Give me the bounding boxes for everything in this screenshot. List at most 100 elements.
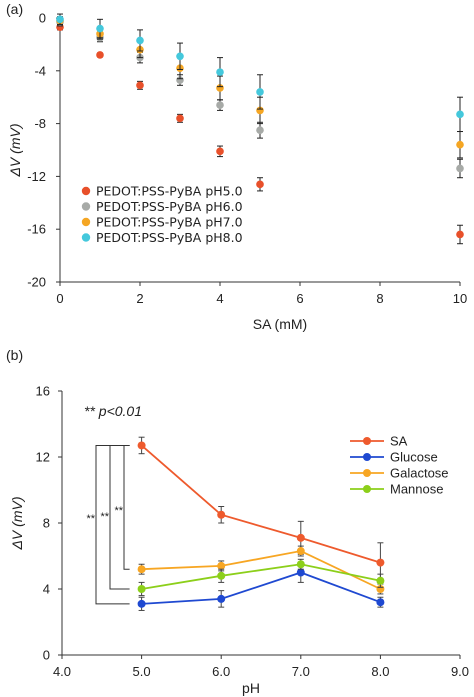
data-point [96,24,104,33]
data-point [176,76,184,84]
data-point [296,568,305,577]
legend-entry: Glucose [390,450,438,465]
series-glucose [137,562,385,611]
significance-brackets: ** ** ** [86,444,130,605]
data-point [137,441,146,450]
y-tick-label: 4 [43,582,50,597]
data-point [216,84,224,92]
data-point [216,68,224,76]
data-point [136,81,144,90]
data-point [456,110,464,119]
y-tick-label: -20 [27,275,46,290]
data-point [56,23,64,32]
legend-marker [81,202,91,211]
legend-entry: Mannose [390,482,443,497]
panel-label: (b) [6,347,23,363]
legend-marker [363,485,371,493]
x-tick-label: 6 [296,291,303,306]
data-point [256,88,264,96]
data-point [256,126,264,134]
y-tick-label: -16 [27,222,46,237]
data-point [176,52,184,61]
data-point [456,140,464,149]
significance-bracket [95,444,130,605]
significance-bracket [123,444,130,570]
data-point [176,114,184,123]
legend-entry: Galactose [390,466,449,481]
x-axis-title: pH [242,680,260,696]
data-point [217,510,226,519]
legend-entry: PEDOT:PSS-PyBA pH5.0 [96,184,243,199]
legend-entry: SA [390,434,408,449]
significance-mark: ** [100,511,109,523]
x-axis-title: SA (mM) [253,316,307,332]
y-axis-title: ΔV (mV) [7,124,23,178]
y-tick-label: -8 [34,116,46,131]
data-point [137,565,146,574]
series-pedot-pss-pyba-ph8-0 [56,13,464,133]
data-point [137,599,146,608]
data-point [96,51,104,59]
data-point [136,36,144,45]
panel-label: (a) [6,1,23,17]
data-point [216,101,224,109]
legend-marker [363,469,371,477]
significance-mark: ** [86,513,95,525]
significance-annotation: ** p<0.01 [84,403,142,419]
legend-entry: PEDOT:PSS-PyBA pH6.0 [96,199,243,214]
series-mannose [137,558,385,597]
data-point [217,594,226,603]
data-point [216,147,224,156]
y-axis-title: ΔV (mV) [9,497,25,551]
data-point [376,576,385,585]
data-point [137,585,146,593]
data-point [296,547,305,556]
y-tick-label: 16 [36,384,50,399]
y-tick-label: 8 [43,516,50,531]
series-line [141,444,381,564]
x-tick-label: 4 [216,291,223,306]
y-tick-label: -12 [27,169,46,184]
series-pedot-pss-pyba-ph5-0 [56,23,464,245]
significance-bracket [109,444,130,590]
x-tick-label: 0 [56,291,63,306]
y-tick-label: 0 [39,11,46,26]
significance-mark: ** [114,505,123,517]
series-sa [137,436,385,583]
legend-entry: PEDOT:PSS-PyBA pH7.0 [96,215,243,230]
x-tick-label: 6.0 [212,664,230,679]
data-point [217,561,226,570]
x-tick-label: 2 [136,291,143,306]
data-point [56,15,64,24]
data-point [296,533,305,542]
legend-marker [363,437,371,445]
x-tick-label: 10 [453,291,467,306]
data-point [376,558,385,567]
x-tick-label: 5.0 [133,664,151,679]
x-tick-label: 9.0 [451,664,469,679]
x-tick-label: 8.0 [371,664,389,679]
series-line [141,550,381,590]
x-tick-label: 8 [376,291,383,306]
legend-entry: PEDOT:PSS-PyBA pH8.0 [96,230,243,245]
legend-marker [363,453,371,461]
legend-marker [81,186,91,196]
data-point [296,560,305,569]
panel-b-chart: (b) 0 4 8 12 16 4.0 5.0 6.0 7.0 8.0 9.0 pH ΔV (mV) ** … [6,347,469,696]
y-tick-label: 0 [43,648,50,663]
legend-marker [81,233,91,242]
data-point [217,571,226,580]
x-tick-label: 7.0 [292,664,310,679]
x-tick-label: 4.0 [53,664,71,679]
data-point [376,598,385,607]
legend-marker [81,217,91,227]
series-line [141,571,381,605]
y-tick-label: -4 [34,63,46,78]
data-point [456,230,464,239]
data-point [256,180,264,189]
data-point [256,106,264,115]
panel-a-chart: (a) 0 -4 -8 -12 -16 -20 0 2 4 6 8 10 SA (mM) ΔV (mV) PE… [6,1,467,332]
